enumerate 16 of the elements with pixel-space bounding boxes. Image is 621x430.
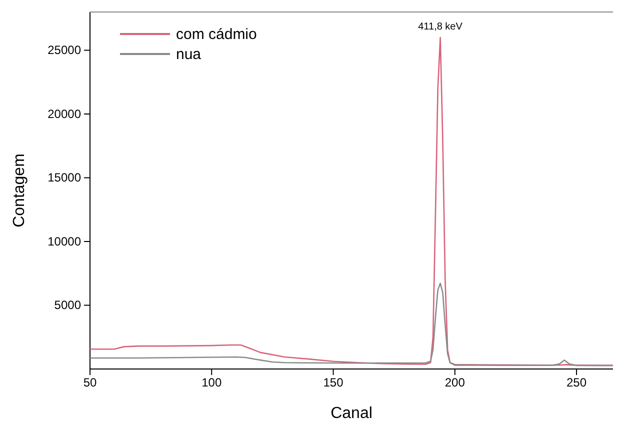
x-axis-title: Canal xyxy=(330,405,372,422)
y-tick-label: 25000 xyxy=(48,43,82,58)
y-tick-label: 20000 xyxy=(48,106,82,121)
x-tick-label: 50 xyxy=(83,376,97,390)
y-tick-label: 5000 xyxy=(54,298,82,312)
x-tick-label: 150 xyxy=(323,376,344,390)
legend-label: nua xyxy=(176,46,202,63)
line-series xyxy=(89,282,614,366)
x-tick-label: 100 xyxy=(202,376,222,390)
y-axis-title: Contagem xyxy=(11,154,28,228)
y-tick-label: 15000 xyxy=(48,170,82,185)
x-tick-label: 200 xyxy=(444,376,466,390)
x-tick-label: 250 xyxy=(566,376,587,390)
legend-label: com cádmio xyxy=(176,26,257,43)
annotation: 411,8 keV xyxy=(418,22,463,32)
y-tick-label: 10000 xyxy=(48,234,82,248)
